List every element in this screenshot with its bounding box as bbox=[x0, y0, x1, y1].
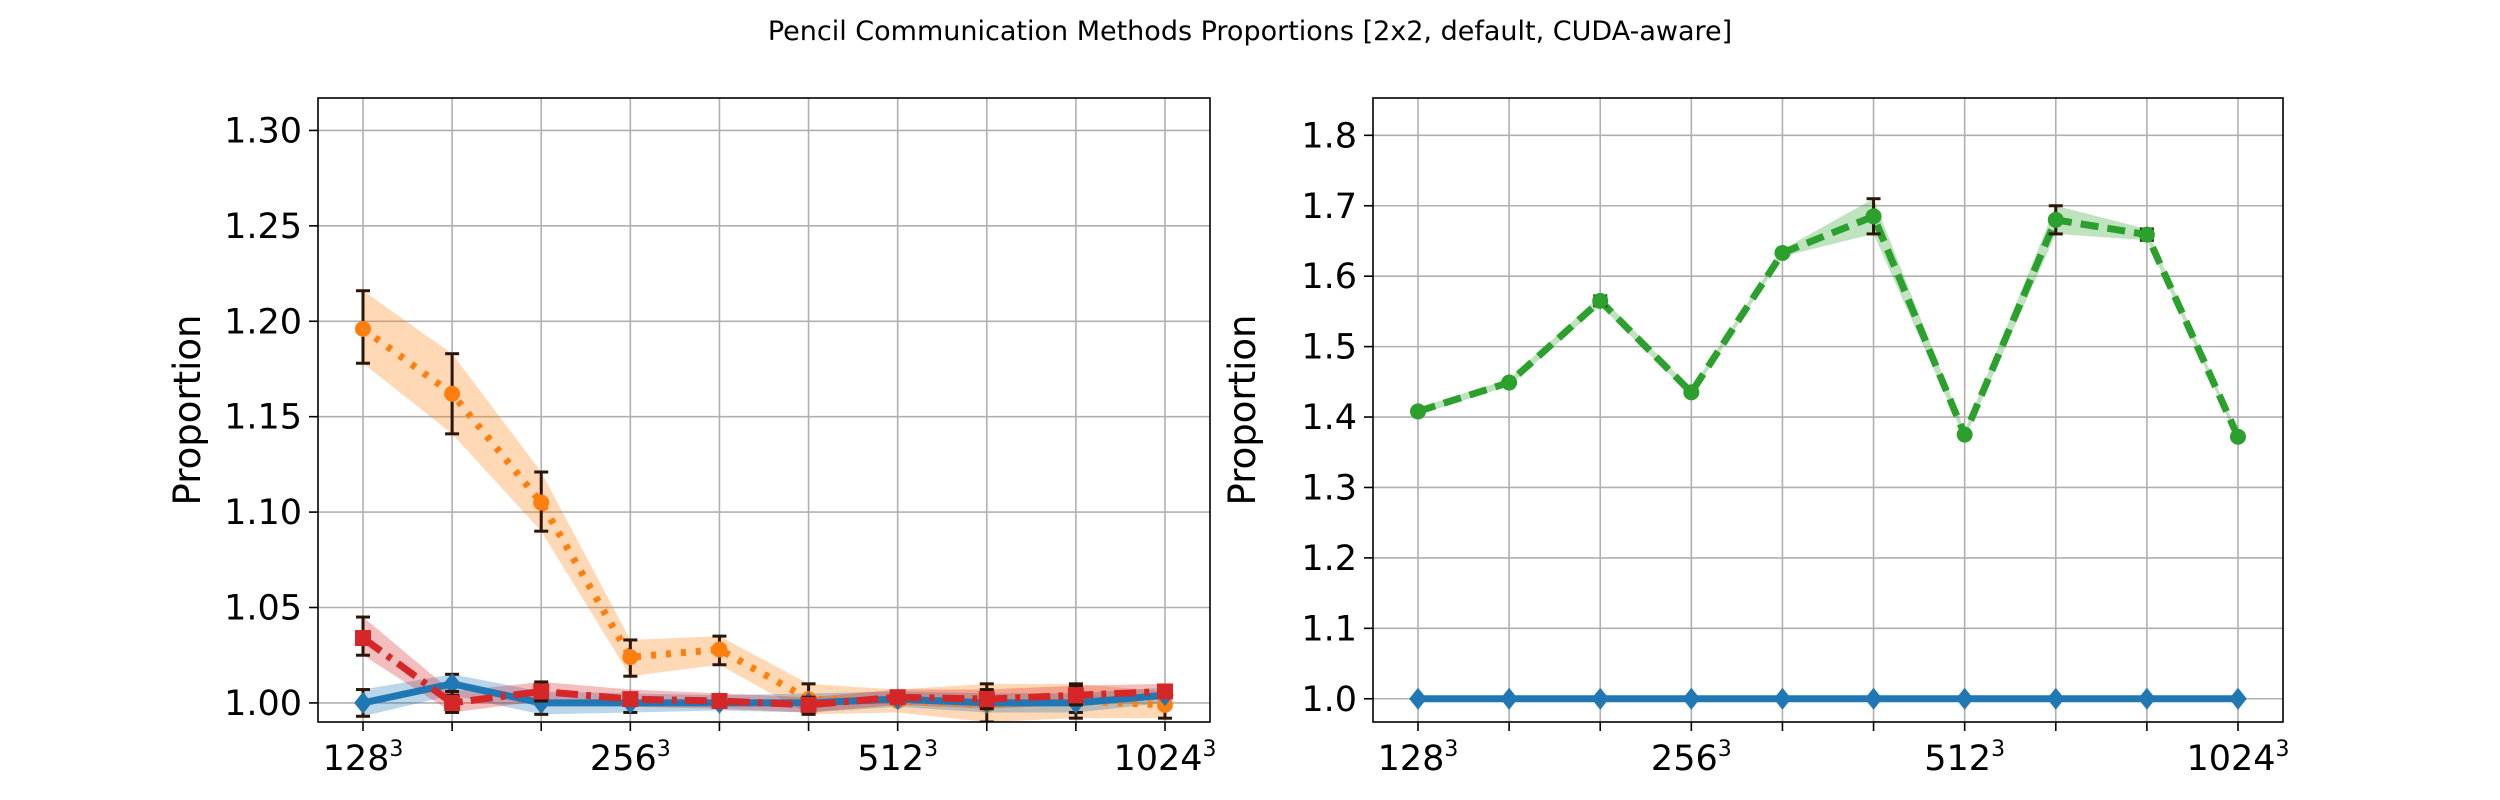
data-point bbox=[1501, 374, 1518, 391]
y-tick-label: 1.1 bbox=[1301, 609, 1357, 649]
data-point bbox=[1955, 687, 1974, 710]
plot-area bbox=[354, 289, 1174, 722]
data-point bbox=[1683, 384, 1700, 401]
data-point bbox=[354, 691, 372, 714]
data-point bbox=[2138, 687, 2156, 710]
data-point bbox=[1682, 687, 1701, 710]
data-point bbox=[711, 641, 728, 658]
series-band bbox=[363, 290, 1165, 722]
plot-area bbox=[1409, 197, 2247, 710]
y-tick-label: 1.6 bbox=[1301, 257, 1357, 297]
data-point bbox=[1409, 687, 1427, 710]
data-point bbox=[1956, 426, 1973, 443]
data-point bbox=[711, 693, 728, 710]
series-band bbox=[363, 617, 1165, 713]
data-point bbox=[1864, 687, 1883, 710]
y-tick-label: 1.15 bbox=[224, 398, 302, 438]
series-line bbox=[360, 635, 1166, 709]
data-point bbox=[444, 694, 461, 711]
data-point bbox=[443, 672, 461, 695]
y-tick-label: 1.3 bbox=[1301, 468, 1357, 508]
data-point bbox=[2047, 211, 2064, 228]
data-point bbox=[1157, 683, 1173, 700]
data-point bbox=[355, 630, 371, 647]
y-tick-label: 1.10 bbox=[224, 493, 302, 533]
data-point bbox=[2230, 428, 2246, 445]
series-band bbox=[1418, 198, 2238, 441]
series-line bbox=[1416, 212, 2242, 439]
data-point bbox=[622, 691, 639, 708]
data-point bbox=[1410, 403, 1426, 420]
y-tick-label: 1.0 bbox=[1301, 680, 1357, 720]
data-point bbox=[533, 683, 550, 700]
x-tick-label: 5123 bbox=[857, 737, 938, 779]
y-tick-label: 1.8 bbox=[1301, 116, 1357, 156]
y-axis-label: Proportion bbox=[166, 315, 209, 506]
right-panel: 1.0 1.1 1.2 1.3 1.4 1.5 1.6 1.7 1.8 1283 2563 5123 1… bbox=[1221, 97, 2290, 779]
y-tick-label: 1.5 bbox=[1301, 328, 1357, 368]
data-point bbox=[2138, 226, 2155, 243]
y-tick-label: 1.30 bbox=[224, 111, 302, 151]
data-point bbox=[1773, 687, 1792, 710]
y-tick-label: 1.20 bbox=[224, 302, 302, 342]
y-tick-label: 1.25 bbox=[224, 207, 302, 247]
chart-title: Pencil Communication Methods Proportions… bbox=[768, 16, 1732, 47]
axes-frame bbox=[1372, 97, 2284, 723]
y-tick-label: 1.2 bbox=[1301, 539, 1357, 579]
data-point bbox=[1067, 687, 1084, 704]
x-tick-label: 2563 bbox=[1651, 737, 1732, 779]
data-point bbox=[889, 689, 906, 706]
data-point bbox=[800, 696, 817, 713]
y-tick-label: 1.7 bbox=[1301, 187, 1357, 227]
data-point bbox=[533, 494, 550, 511]
y-tick-label: 1.4 bbox=[1301, 398, 1357, 438]
data-point bbox=[1500, 687, 1518, 710]
data-point bbox=[622, 649, 639, 666]
data-point bbox=[355, 320, 371, 337]
y-axis-label: Proportion bbox=[1221, 315, 1264, 506]
x-tick-label: 5123 bbox=[1924, 737, 2005, 779]
x-tick-label: 1283 bbox=[323, 737, 404, 779]
data-point bbox=[1865, 208, 1882, 225]
series-line bbox=[362, 680, 1166, 707]
x-tick-label: 1283 bbox=[1378, 737, 1459, 779]
data-point bbox=[2046, 687, 2065, 710]
y-tick-label: 1.05 bbox=[224, 589, 302, 629]
series-line bbox=[360, 326, 1166, 709]
data-point bbox=[2229, 687, 2247, 710]
data-point bbox=[978, 691, 995, 708]
data-point bbox=[1774, 244, 1791, 261]
axes-frame bbox=[317, 97, 1211, 723]
x-tick-label: 10243 bbox=[1113, 737, 1216, 779]
data-point bbox=[1591, 687, 1610, 710]
data-point bbox=[444, 385, 461, 402]
data-point bbox=[1592, 292, 1609, 309]
x-tick-label: 10243 bbox=[2186, 737, 2289, 779]
left-panel: 1.00 1.05 1.10 1.15 1.20 1.25 1.30 1283 2563 5123… bbox=[166, 97, 1217, 779]
y-tick-label: 1.00 bbox=[224, 684, 302, 724]
x-tick-label: 2563 bbox=[590, 737, 671, 779]
